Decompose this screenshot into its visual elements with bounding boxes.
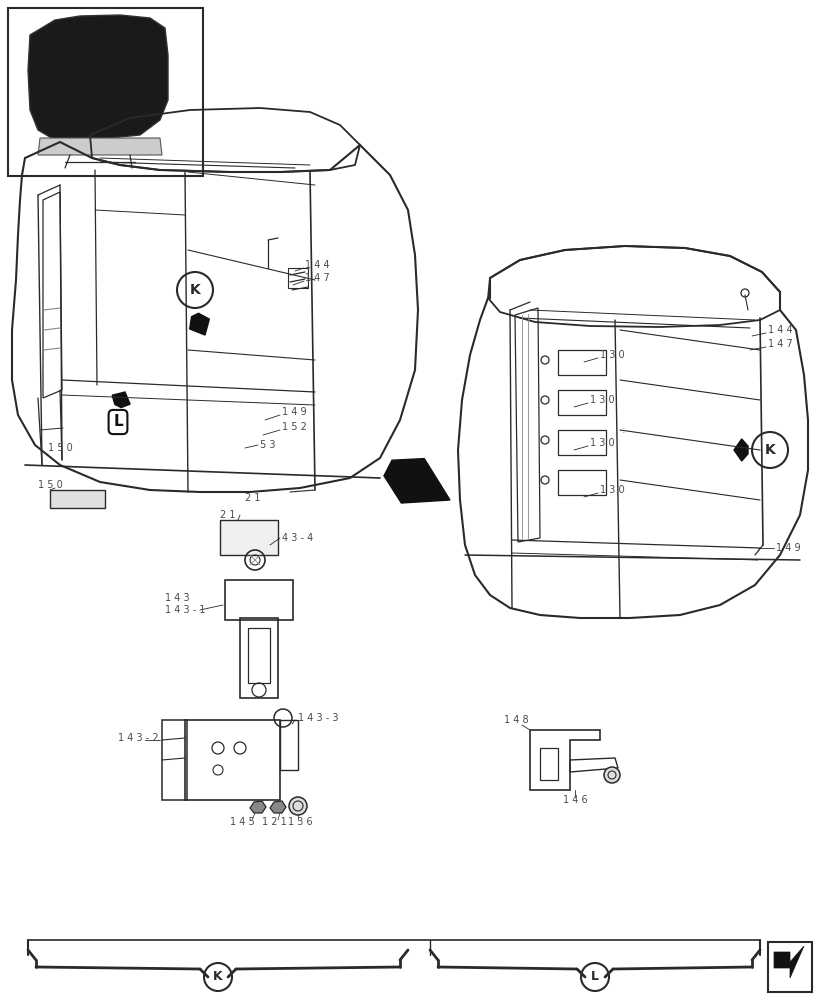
Text: 1 2 1: 1 2 1 (262, 817, 286, 827)
Bar (540, 748, 558, 780)
Text: 1 5 0: 1 5 0 (38, 480, 63, 490)
Text: 5 3: 5 3 (260, 440, 276, 450)
Text: 1 4 9: 1 4 9 (776, 543, 800, 553)
Text: 1 4 9: 1 4 9 (282, 407, 307, 417)
Circle shape (752, 432, 788, 468)
Bar (768, 942, 812, 992)
Polygon shape (28, 15, 168, 140)
Polygon shape (250, 801, 266, 813)
Bar (280, 720, 298, 770)
Bar (50, 490, 105, 508)
Polygon shape (113, 395, 130, 408)
Text: 1 4 6: 1 4 6 (563, 795, 588, 805)
Bar (248, 628, 270, 683)
Bar (185, 720, 280, 800)
Text: 1 4 4: 1 4 4 (768, 325, 792, 335)
Text: 1 5 0: 1 5 0 (48, 443, 73, 453)
Text: 4 3 - 4: 4 3 - 4 (282, 533, 313, 543)
Circle shape (289, 797, 307, 815)
Text: 1 4 3 - 3: 1 4 3 - 3 (298, 713, 339, 723)
Circle shape (604, 767, 620, 783)
Text: 1 4 3 - 1: 1 4 3 - 1 (165, 605, 206, 615)
Circle shape (204, 963, 232, 991)
Bar (558, 430, 606, 455)
Text: :: : (622, 425, 626, 435)
Polygon shape (734, 439, 742, 461)
Text: 1 3 0: 1 3 0 (590, 438, 614, 448)
Text: 1 4 4: 1 4 4 (305, 260, 330, 270)
Text: K: K (765, 443, 775, 457)
Bar (220, 520, 278, 555)
Polygon shape (401, 459, 450, 503)
Text: 1 4 5: 1 4 5 (229, 817, 255, 827)
Text: 1 5 2: 1 5 2 (282, 422, 307, 432)
Text: 1 3 0: 1 3 0 (590, 395, 614, 405)
Text: 1 3 6: 1 3 6 (288, 817, 313, 827)
Text: 2 1: 2 1 (220, 510, 236, 520)
Polygon shape (113, 392, 130, 404)
Bar (225, 580, 293, 620)
Polygon shape (384, 459, 424, 503)
Bar (288, 268, 308, 288)
Bar (162, 720, 187, 800)
Polygon shape (774, 946, 804, 978)
Text: 1 3 0: 1 3 0 (600, 485, 624, 495)
Text: 1 4 8: 1 4 8 (504, 715, 529, 725)
Bar (558, 470, 606, 495)
Polygon shape (742, 439, 748, 461)
Text: 1 4 3 - 2: 1 4 3 - 2 (118, 733, 158, 743)
Bar (240, 618, 278, 698)
Text: 2 1: 2 1 (245, 493, 260, 503)
Bar (558, 390, 606, 415)
Text: L: L (591, 970, 599, 984)
Text: 1 4 3: 1 4 3 (165, 593, 189, 603)
Text: L: L (113, 414, 123, 430)
Text: 1 4 7: 1 4 7 (305, 273, 330, 283)
Text: 1 3 0: 1 3 0 (600, 350, 624, 360)
Polygon shape (189, 319, 210, 335)
Polygon shape (270, 801, 286, 813)
Text: K: K (213, 970, 223, 984)
Circle shape (581, 963, 609, 991)
Text: ·: · (622, 485, 626, 495)
Bar (558, 350, 606, 375)
Text: 1 4 7: 1 4 7 (768, 339, 793, 349)
Polygon shape (38, 138, 162, 155)
Polygon shape (189, 313, 210, 329)
Circle shape (177, 272, 213, 308)
Text: K: K (189, 283, 201, 297)
Bar (8, 8, 203, 176)
